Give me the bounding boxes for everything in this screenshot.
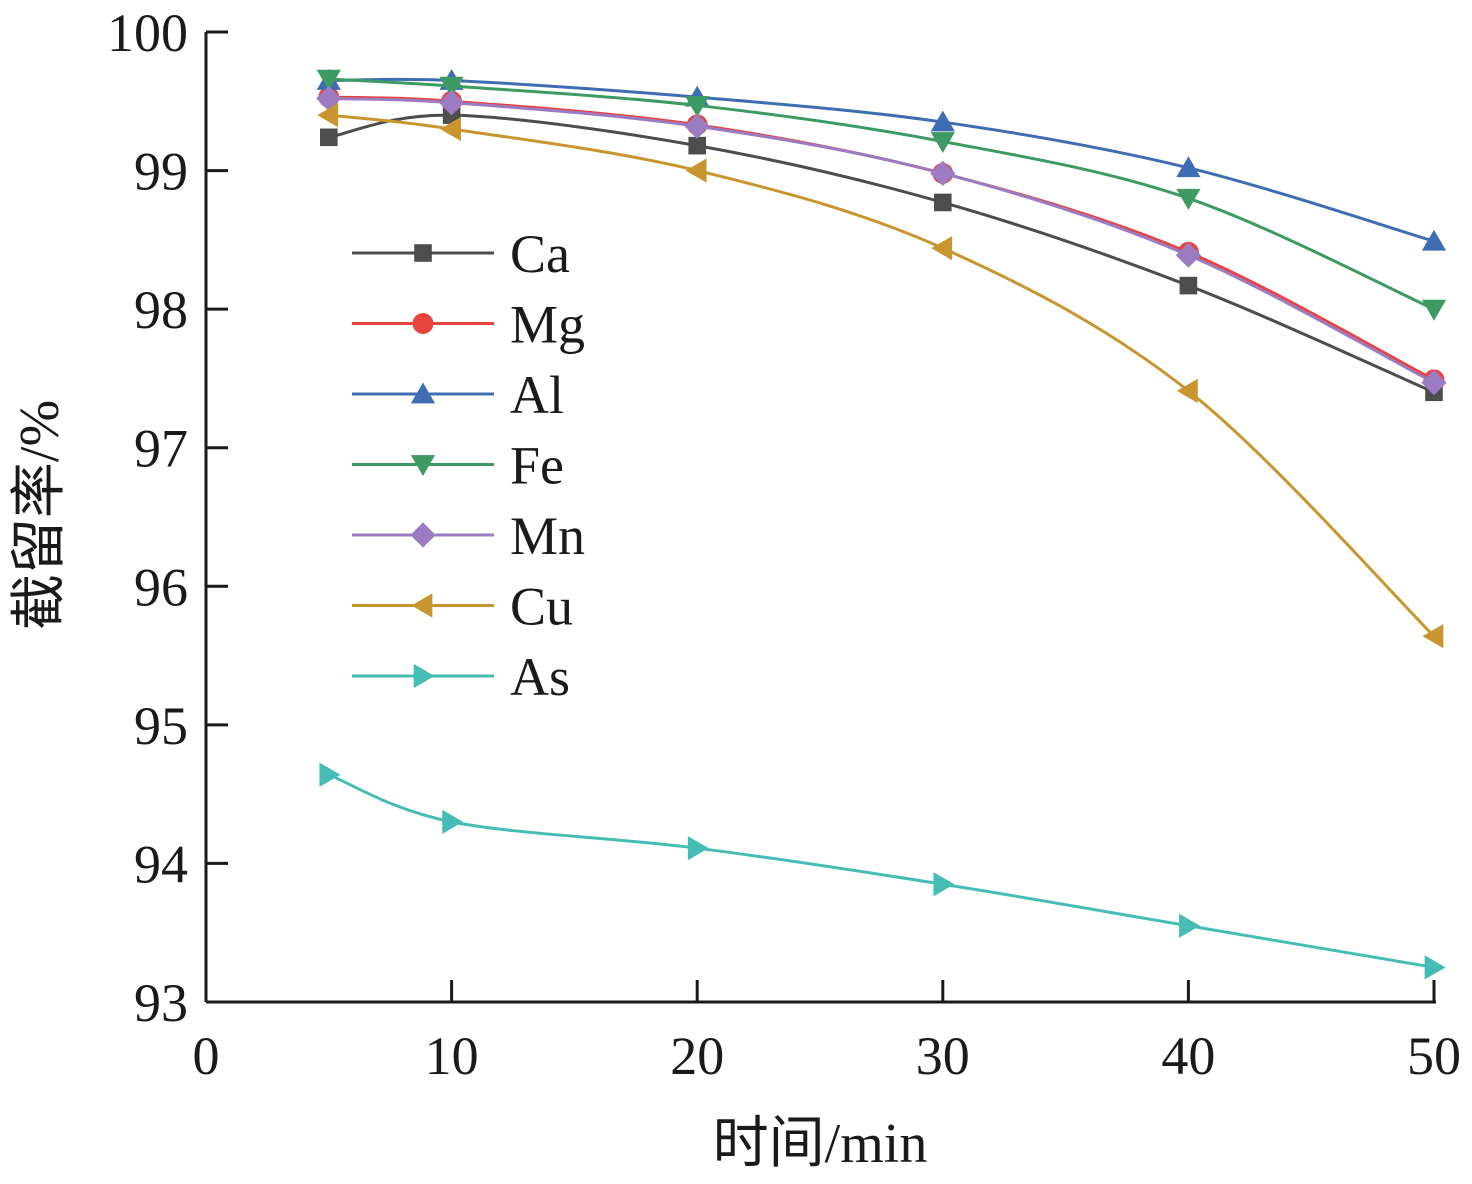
- x-axis-title: 时间/min: [713, 1113, 928, 1175]
- data-point: [316, 85, 342, 112]
- x-tick-label: 10: [425, 1026, 479, 1086]
- series-mg: [318, 86, 1445, 391]
- series-cu: [317, 103, 1444, 649]
- data-point: [438, 90, 465, 116]
- legend-marker: [414, 244, 432, 262]
- data-point: [1176, 156, 1201, 178]
- legend-label: As: [510, 647, 570, 707]
- data-point: [1176, 188, 1201, 210]
- data-point: [934, 193, 952, 212]
- x-tick-label: 30: [916, 1026, 970, 1086]
- y-tick-label: 98: [134, 280, 188, 340]
- series-fe: [316, 69, 1447, 321]
- x-tick-label: 40: [1161, 1026, 1215, 1086]
- series-line: [328, 773, 1435, 969]
- y-tick-label: 100: [107, 3, 188, 63]
- y-tick-label: 99: [134, 142, 188, 202]
- legend-label: Mg: [510, 295, 585, 355]
- data-point: [1176, 378, 1198, 403]
- data-point: [320, 128, 338, 147]
- legend-marker: [413, 663, 435, 689]
- data-point: [684, 113, 710, 139]
- x-tick-label: 0: [193, 1026, 220, 1086]
- data-point: [316, 69, 341, 91]
- y-tick-label: 95: [134, 696, 188, 756]
- data-point: [317, 103, 339, 128]
- axes: 93 94 95 96 97 98 99 100 0 10 20 30 40 50: [107, 3, 1461, 1086]
- series-mn: [316, 85, 1447, 396]
- legend-item-mn: Mn: [352, 506, 585, 566]
- data-point: [930, 110, 955, 132]
- legend-item-mg: Mg: [352, 295, 585, 355]
- legend-marker: [412, 313, 434, 334]
- data-point: [931, 236, 953, 261]
- x-tick-label: 50: [1407, 1026, 1461, 1086]
- legend-label: Fe: [510, 436, 564, 496]
- legend-label: Mn: [510, 506, 585, 566]
- series-line: [328, 97, 1435, 384]
- series-line: [328, 95, 1435, 382]
- data-point: [1421, 299, 1447, 321]
- legend-item-al: Al: [352, 365, 564, 425]
- data-point: [687, 836, 709, 861]
- legend-label: Al: [510, 365, 564, 425]
- data-point: [440, 116, 461, 142]
- data-point: [1179, 913, 1200, 938]
- legend-item-ca: Ca: [352, 224, 570, 284]
- data-point: [685, 158, 707, 183]
- data-point: [930, 132, 955, 154]
- data-point: [930, 160, 956, 186]
- data-point: [933, 872, 955, 897]
- y-tick-label: 97: [134, 419, 188, 479]
- legend-marker: [410, 455, 436, 477]
- series-line: [328, 113, 1436, 638]
- legend: Ca Mg Al Fe Mn Cu As: [352, 224, 585, 707]
- legend-marker: [410, 522, 436, 548]
- legend-marker: [411, 593, 433, 618]
- data-point: [1421, 229, 1447, 251]
- data-point: [439, 76, 464, 98]
- legend-label: Ca: [510, 224, 570, 284]
- legend-item-cu: Cu: [352, 577, 573, 637]
- legend-marker: [410, 382, 436, 404]
- data-point: [688, 136, 706, 155]
- y-axis-title: 截留率/%: [9, 400, 71, 630]
- data-point: [319, 762, 341, 787]
- data-point: [1175, 242, 1202, 268]
- data-point: [442, 809, 464, 834]
- y-tick-label: 96: [134, 557, 188, 617]
- data-point: [1422, 624, 1444, 649]
- legend-item-as: As: [352, 647, 570, 707]
- series-line: [328, 113, 1435, 394]
- data-point: [1424, 955, 1446, 980]
- data-point: [685, 96, 710, 117]
- legend-label: Cu: [510, 577, 573, 637]
- series-as: [319, 762, 1446, 980]
- series-layer: [316, 68, 1447, 980]
- data-point: [1179, 276, 1198, 295]
- x-tick-label: 20: [670, 1026, 724, 1086]
- data-point: [1421, 369, 1447, 396]
- y-tick-label: 93: [134, 973, 188, 1033]
- y-tick-label: 94: [134, 834, 188, 894]
- legend-item-fe: Fe: [352, 436, 564, 496]
